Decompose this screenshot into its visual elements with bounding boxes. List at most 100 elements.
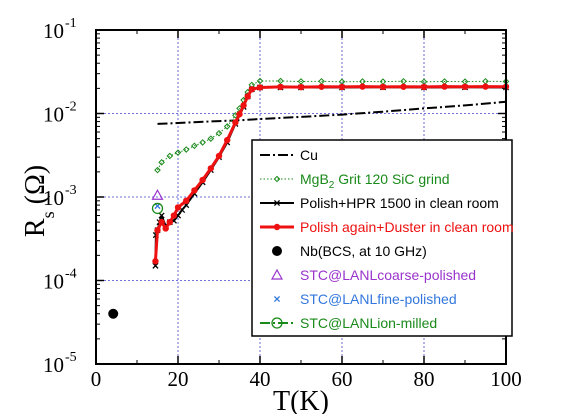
y-axis-title-text: Rs (Ω) bbox=[20, 165, 58, 237]
data-point bbox=[277, 77, 284, 85]
data-point bbox=[338, 83, 346, 91]
data-point bbox=[199, 139, 206, 146]
data-point bbox=[359, 83, 366, 90]
legend-label-main: STC@LANLion-milled bbox=[300, 315, 437, 331]
data-point bbox=[154, 227, 161, 234]
data-point bbox=[215, 129, 223, 137]
x-tick-label: 0 bbox=[91, 367, 102, 391]
data-point bbox=[297, 83, 305, 91]
data-point bbox=[170, 212, 178, 219]
y-tick-label: 10 bbox=[43, 19, 64, 43]
legend-label: Nb(BCS, at 10 GHz) bbox=[300, 243, 427, 259]
y-tick-label: 10 bbox=[43, 270, 64, 294]
y-tick-label: 10 bbox=[43, 353, 64, 377]
data-point bbox=[248, 86, 255, 93]
series-line bbox=[157, 100, 507, 125]
data-point bbox=[379, 83, 387, 91]
data-point bbox=[152, 262, 159, 269]
data-point bbox=[482, 83, 489, 90]
legend-swatch-marker bbox=[273, 175, 281, 183]
x-tick-label: 100 bbox=[490, 367, 522, 391]
legend-label: Polish again+Duster in clean room bbox=[300, 219, 514, 235]
data-point bbox=[182, 146, 190, 153]
y-tick-exponent: -3 bbox=[65, 183, 77, 198]
data-point bbox=[207, 135, 215, 142]
series-5 bbox=[151, 188, 164, 200]
x-axis-title: T(K) bbox=[273, 386, 329, 414]
data-layer bbox=[108, 77, 510, 319]
data-point bbox=[174, 149, 182, 156]
y-tick-exponent: -1 bbox=[65, 16, 77, 31]
data-point bbox=[151, 202, 164, 215]
data-point bbox=[244, 93, 251, 100]
y-tick-label: 10 bbox=[43, 103, 64, 127]
legend-label-main: Cu bbox=[300, 147, 318, 163]
data-point bbox=[166, 218, 173, 226]
data-point bbox=[108, 308, 119, 319]
series-3 bbox=[152, 83, 510, 265]
data-point bbox=[256, 84, 264, 91]
data-point bbox=[191, 142, 198, 150]
y-tick-label: 10 bbox=[43, 186, 64, 210]
data-point bbox=[420, 83, 428, 91]
data-point bbox=[224, 136, 231, 144]
series-line bbox=[157, 80, 507, 171]
data-point bbox=[162, 225, 169, 232]
series-7 bbox=[151, 202, 164, 215]
y-axis-title-unit: (Ω) bbox=[20, 165, 51, 211]
data-point bbox=[166, 152, 174, 160]
legend-label: STC@LANLcoarse-polished bbox=[300, 267, 476, 283]
legend-label-rest: Grit 120 SiC grind bbox=[334, 171, 449, 187]
legend-label-main: STC@LANLcoarse-polished bbox=[300, 267, 476, 283]
data-point bbox=[191, 187, 198, 194]
legend-label-main: Polish+HPR 1500 in clean room bbox=[300, 195, 499, 211]
y-tick-exponent: -4 bbox=[65, 267, 77, 282]
legend-swatch-marker bbox=[273, 223, 281, 231]
data-point bbox=[151, 188, 164, 200]
y-axis-title-sub: s bbox=[38, 211, 58, 218]
data-point bbox=[199, 176, 206, 184]
data-point bbox=[441, 83, 448, 90]
legend-label: Polish+HPR 1500 in clean room bbox=[300, 195, 499, 211]
data-point bbox=[277, 83, 284, 91]
legend-swatch-marker bbox=[270, 268, 284, 280]
legend-swatch-marker bbox=[271, 317, 283, 329]
data-point bbox=[152, 258, 159, 265]
series-0 bbox=[157, 100, 507, 125]
y-axis-title: Rs (Ω) bbox=[20, 165, 58, 237]
legend-label: STC@LANLion-milled bbox=[300, 315, 437, 331]
data-point bbox=[158, 212, 165, 219]
legend-label-main: Nb(BCS, at 10 GHz) bbox=[300, 243, 427, 259]
y-axis-title-main: R bbox=[20, 218, 51, 237]
data-point bbox=[318, 83, 325, 90]
data-point bbox=[461, 83, 469, 90]
legend-swatch-marker bbox=[273, 295, 281, 303]
data-point bbox=[223, 123, 231, 130]
legend-label: MgB2 Grit 120 SiC grind bbox=[300, 171, 450, 191]
legend: Cu MgB2 Grit 120 SiC grind Polish+HPR 1500… bbox=[251, 139, 514, 337]
series-4 bbox=[108, 308, 119, 319]
legend-label: Cu bbox=[300, 147, 318, 163]
x-tick-label: 80 bbox=[414, 367, 435, 391]
legend-box bbox=[251, 139, 513, 337]
data-point bbox=[174, 204, 182, 211]
data-point bbox=[232, 119, 239, 126]
data-point bbox=[158, 218, 165, 226]
legend-label-sub: 2 bbox=[329, 180, 335, 191]
x-tick-label: 60 bbox=[332, 367, 353, 391]
legend-label-main: MgB bbox=[300, 171, 329, 187]
legend-swatch-marker bbox=[272, 246, 282, 256]
data-point bbox=[400, 83, 407, 90]
data-point bbox=[215, 152, 223, 160]
data-point bbox=[240, 102, 247, 109]
legend-label: STC@LANLfine-polished bbox=[300, 291, 457, 307]
data-point bbox=[256, 77, 264, 85]
legend-label-main: Polish again+Duster in clean room bbox=[300, 219, 514, 235]
data-point bbox=[236, 111, 243, 118]
legend-label-main: STC@LANLfine-polished bbox=[300, 291, 457, 307]
x-tick-label: 40 bbox=[250, 367, 271, 391]
data-point bbox=[207, 165, 214, 172]
data-point bbox=[158, 159, 165, 166]
